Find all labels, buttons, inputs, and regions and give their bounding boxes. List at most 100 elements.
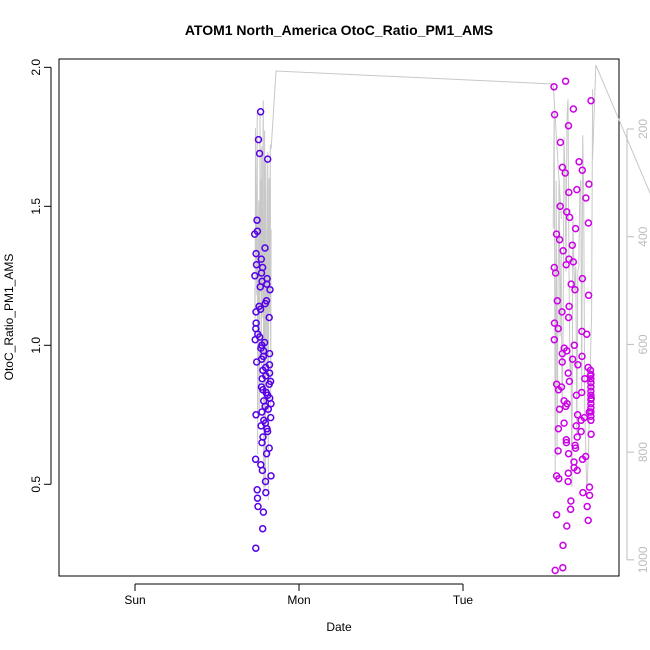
data-point <box>565 302 573 311</box>
data-point <box>564 369 572 377</box>
x-tick-label: Mon <box>287 593 310 607</box>
trace-connector <box>270 70 562 220</box>
data-point <box>257 269 266 277</box>
data-point <box>577 416 585 425</box>
data-point <box>566 505 575 514</box>
data-point <box>261 299 269 308</box>
data-point <box>555 235 564 244</box>
data-point <box>578 274 587 283</box>
data-point <box>559 247 567 255</box>
x-tick-label: Sun <box>124 593 145 607</box>
data-point <box>263 427 272 436</box>
data-point <box>256 283 265 291</box>
data-point <box>258 466 267 475</box>
data-point <box>266 413 275 422</box>
data-point <box>573 411 582 419</box>
data-point <box>587 391 595 400</box>
data-point <box>254 135 263 144</box>
right-tick-label: 600 <box>636 334 650 354</box>
data-point <box>567 280 575 288</box>
data-point <box>587 404 595 412</box>
data-point <box>554 324 562 333</box>
data-point <box>585 491 594 500</box>
data-point <box>252 358 261 366</box>
x-axis-label: Date <box>326 620 352 634</box>
data-point <box>550 110 559 119</box>
y-tick-label: 1.5 <box>29 198 43 215</box>
data-point <box>262 488 270 497</box>
data-point <box>574 361 582 369</box>
data-point <box>572 422 580 430</box>
right-tick-label: 200 <box>636 119 650 139</box>
data-point <box>562 402 570 411</box>
data-point <box>577 427 585 436</box>
data-point <box>559 563 567 572</box>
data-point <box>587 96 595 105</box>
data-point <box>261 477 270 486</box>
data-point <box>565 377 574 386</box>
y-tick-label: 2.0 <box>29 59 43 76</box>
data-point <box>567 497 575 505</box>
data-point <box>253 216 261 224</box>
data-point <box>587 416 595 425</box>
data-point <box>263 280 271 288</box>
data-point <box>554 386 563 394</box>
data-point <box>558 358 566 366</box>
data-point <box>584 219 593 227</box>
y-axis-label: OtoC_Ratio_PM1_AMS <box>2 254 16 381</box>
data-point <box>259 366 267 375</box>
data-point <box>258 524 267 533</box>
data-point <box>585 180 593 188</box>
data-point <box>265 380 273 388</box>
y-tick-label: 1.0 <box>29 337 43 354</box>
data-point <box>587 387 595 395</box>
data-point <box>558 163 567 172</box>
data-point <box>569 105 578 113</box>
data-point <box>251 335 259 344</box>
data-point <box>578 352 586 361</box>
data-point <box>587 430 595 438</box>
data-point <box>257 255 266 263</box>
data-point <box>562 260 570 269</box>
data-point <box>265 349 274 358</box>
data-point <box>552 511 561 519</box>
data-point <box>568 355 577 363</box>
data-point <box>263 155 272 163</box>
data-point <box>582 330 591 338</box>
data-point <box>587 399 595 408</box>
plot-frame <box>58 58 620 577</box>
data-point <box>583 502 591 511</box>
data-point <box>555 474 563 483</box>
data-point <box>561 169 569 177</box>
data-point <box>568 241 577 249</box>
data-point <box>562 438 571 447</box>
data-point <box>587 408 595 416</box>
data-point <box>573 185 581 194</box>
data-point <box>569 258 578 266</box>
data-point <box>266 285 274 294</box>
data-point <box>587 383 595 391</box>
data-point <box>553 297 562 305</box>
data-point <box>556 202 564 211</box>
data-point <box>551 269 560 277</box>
axes: 0.5 1.0 1.5 2.0 Sun Mon Tue 200 400 600 800 1000 <box>29 59 650 607</box>
data-point <box>558 349 567 358</box>
data-point <box>572 391 581 400</box>
data-point <box>565 188 573 197</box>
x-tick-label: Tue <box>453 593 474 607</box>
data-point <box>252 260 261 269</box>
data-point <box>554 447 562 455</box>
data-point <box>264 405 273 413</box>
data-point <box>253 494 262 502</box>
data-point <box>564 477 572 486</box>
data-point <box>562 208 571 216</box>
y-tick-label: 0.5 <box>29 476 43 493</box>
data-point <box>267 472 275 480</box>
data-point <box>555 405 564 413</box>
data-point <box>587 395 595 404</box>
data-point <box>551 566 559 575</box>
data-point <box>575 158 583 166</box>
data-point <box>565 213 574 222</box>
data-point <box>258 374 266 383</box>
data-point <box>253 486 261 494</box>
